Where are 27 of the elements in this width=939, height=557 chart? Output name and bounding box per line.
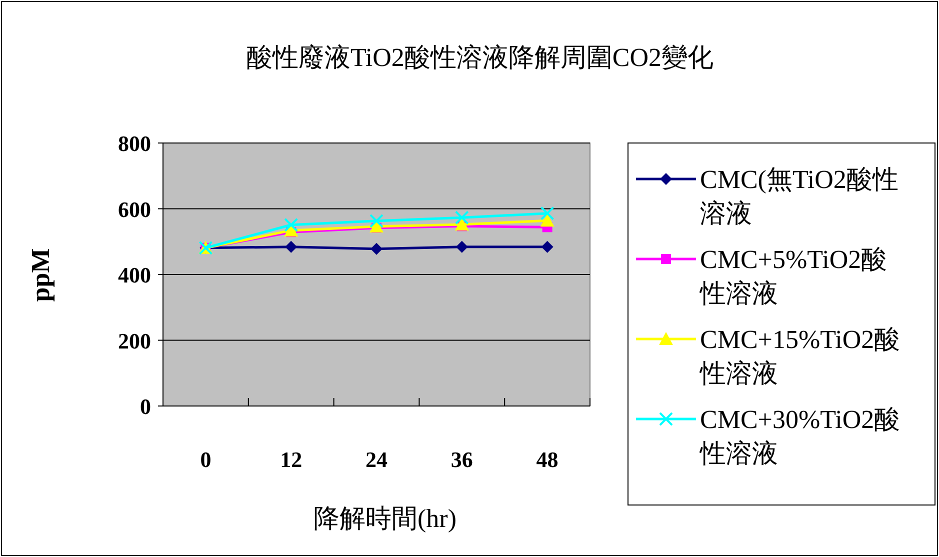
legend-label: CMC+15%TiO2酸性溶液 [699, 325, 900, 388]
point [454, 218, 469, 231]
y-tick-label: 800 [118, 131, 151, 156]
point [541, 240, 554, 253]
x-axis-title: 降解時間(hr) [314, 504, 456, 533]
y-tick-label: 600 [118, 196, 151, 222]
point [370, 214, 384, 228]
point [370, 242, 382, 255]
point [284, 218, 298, 232]
point [540, 206, 554, 220]
x-tick-label: 12 [280, 447, 302, 472]
y-tick-label: 0 [140, 394, 151, 419]
y-tick-label: 200 [118, 328, 151, 354]
legend-label: CMC(無TiO2酸性溶液 [700, 165, 898, 228]
point [540, 214, 554, 227]
chart-title: 酸性廢液TiO2酸性溶液降解周圍CO2變化 [246, 43, 714, 72]
point [454, 210, 469, 225]
point [285, 240, 298, 253]
x-tick-label: 24 [366, 447, 388, 472]
point [456, 240, 468, 253]
x-tick-label: 36 [450, 447, 473, 472]
y-axis-title: ppM [26, 248, 55, 302]
legend-label: CMC+30%TiO2酸性溶液 [699, 405, 900, 468]
x-tick-label: 0 [200, 447, 212, 472]
legend-label: CMC+5%TiO2酸性溶液 [699, 245, 888, 308]
y-tick-label: 400 [118, 262, 151, 288]
x-tick-label: 48 [536, 447, 558, 472]
